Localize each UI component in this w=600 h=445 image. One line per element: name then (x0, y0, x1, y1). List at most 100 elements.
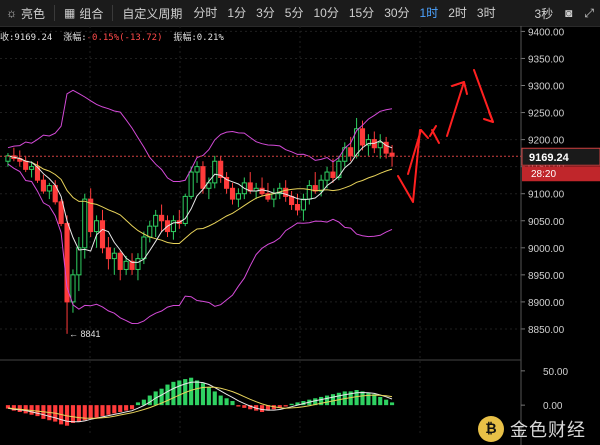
macd-bar-negative (112, 405, 117, 414)
countdown-box (522, 166, 600, 182)
candle-down (247, 182, 253, 192)
macd-bar-negative (106, 405, 111, 415)
candle-down (218, 160, 224, 178)
candle-up (76, 247, 82, 276)
macd-bar-negative (129, 405, 135, 410)
macd-bar-negative (118, 405, 123, 412)
macd-dea-line (7, 386, 393, 419)
candle-down (117, 252, 123, 270)
timeframe-tab[interactable]: 5分 (284, 6, 304, 20)
macd-bar-positive (372, 394, 377, 406)
timeframe-tab[interactable]: 1分 (227, 6, 247, 20)
toolbar-divider (112, 5, 114, 21)
candle-down (64, 222, 70, 303)
macd-bar-positive (212, 391, 217, 406)
candle-up (306, 185, 312, 200)
candle-down (330, 171, 336, 178)
grid-icon: ▦ (64, 6, 76, 20)
candle-down (359, 128, 366, 146)
candle-up (29, 166, 35, 170)
custom-period-button[interactable]: 自定义周期 (116, 0, 188, 26)
timeframe-tab[interactable]: 分时 (193, 6, 218, 20)
candle-down (40, 179, 46, 192)
price-tick-label: 8950.00 (528, 271, 565, 282)
price-tick-label: 8850.00 (528, 325, 565, 336)
macd-bar-positive (319, 396, 324, 406)
prediction-arrow (397, 129, 421, 203)
watermark-text: 金色财经 (510, 420, 586, 441)
timeframe-tab[interactable]: 10分 (313, 6, 339, 20)
candle-down (200, 166, 206, 189)
amplitude-value: 0.21% (196, 33, 224, 43)
candle-up (5, 155, 11, 162)
fullscreen-button[interactable]: ⤢ (578, 0, 600, 26)
macd-bar-negative (11, 405, 16, 411)
close-value: 9169.24 (14, 33, 53, 43)
macd-bar-negative (248, 405, 253, 410)
jinse-logo-icon: ₿ (478, 416, 504, 442)
price-chart[interactable]: 9400.009350.009300.009250.009200.009150.… (0, 26, 600, 445)
macd-bar-negative (283, 405, 288, 407)
macd-bar-negative (242, 405, 247, 408)
candle-up (111, 252, 117, 260)
price-tick-label: 9250.00 (528, 109, 565, 120)
macd-bar-positive (384, 399, 389, 406)
candle-down (259, 187, 265, 195)
macd-bar-negative (5, 405, 11, 409)
prediction-arrow (483, 111, 494, 123)
candle-up (324, 171, 330, 181)
candle-up (318, 179, 324, 192)
current-price-box (521, 147, 600, 166)
timeframe-tab[interactable]: 2时 (448, 6, 467, 20)
macd-bar-negative (82, 405, 87, 421)
theme-toggle[interactable]: ☼ 亮色 (0, 0, 51, 26)
candle-up (194, 166, 200, 173)
chart-toolbar: ☼ 亮色 ▦ 组合 自定义周期 分时 1分 3分 5分 10分 15分 30分 1时 2时 3时 … (0, 0, 600, 27)
price-tick-label: 9000.00 (528, 244, 565, 255)
refresh-interval[interactable]: 3秒 (528, 0, 559, 26)
candle-up (46, 185, 52, 192)
macd-bar-positive (295, 402, 300, 406)
ma-yellow-line (7, 155, 393, 244)
price-tick-label: 9350.00 (528, 54, 565, 65)
custom-period-label: 自定义周期 (122, 6, 183, 21)
price-tick-label: 9050.00 (528, 217, 565, 228)
timeframe-tab[interactable]: 3分 (256, 6, 275, 20)
ohlc-info-bar: 收:9169.24 涨幅:-0.15%(-13.72) 振幅:0.21% (0, 30, 224, 43)
macd-bar-positive (224, 398, 229, 406)
macd-tick-label: 0.00 (543, 401, 563, 412)
candle-down (224, 176, 230, 189)
candle-up (82, 198, 88, 249)
candle-down (283, 187, 289, 197)
timeframe-tab[interactable]: 15分 (348, 6, 375, 20)
prediction-arrow (407, 129, 429, 175)
countdown-label: 28:20 (531, 169, 556, 180)
price-tick-label: 9200.00 (528, 136, 565, 147)
timeframe-tabs: 分时 1分 3分 5分 10分 15分 30分 1时 2时 3时 (188, 0, 500, 26)
macd-bar-positive (159, 388, 164, 406)
candle-down (99, 220, 106, 249)
prediction-arrow (463, 81, 468, 95)
low-price-marker: ← 8841 (69, 329, 101, 339)
timeframe-tab[interactable]: 3时 (476, 6, 496, 20)
candle-up (365, 139, 371, 146)
macd-bar-positive (360, 391, 365, 406)
macd-bar-negative (259, 405, 265, 412)
watermark: ₿ 金色财经 (478, 416, 586, 442)
bollinger-lower-line (7, 163, 393, 325)
macd-bar-positive (330, 394, 336, 406)
candle-up (188, 171, 194, 197)
candle-up (300, 198, 306, 211)
screenshot-button[interactable]: ◙ (559, 0, 578, 26)
candle-up (141, 236, 147, 260)
macd-bar-positive (289, 403, 294, 406)
sun-icon: ☼ (6, 6, 17, 20)
timeframe-tab[interactable]: 1时 (419, 6, 439, 20)
candle-up (70, 274, 76, 303)
macd-bar-negative (100, 405, 105, 417)
macd-bar-positive (389, 402, 395, 406)
combo-button[interactable]: ▦ 组合 (58, 0, 109, 26)
macd-bar-negative (17, 405, 22, 412)
bollinger-upper-line (7, 89, 393, 182)
timeframe-tab[interactable]: 30分 (384, 6, 410, 20)
